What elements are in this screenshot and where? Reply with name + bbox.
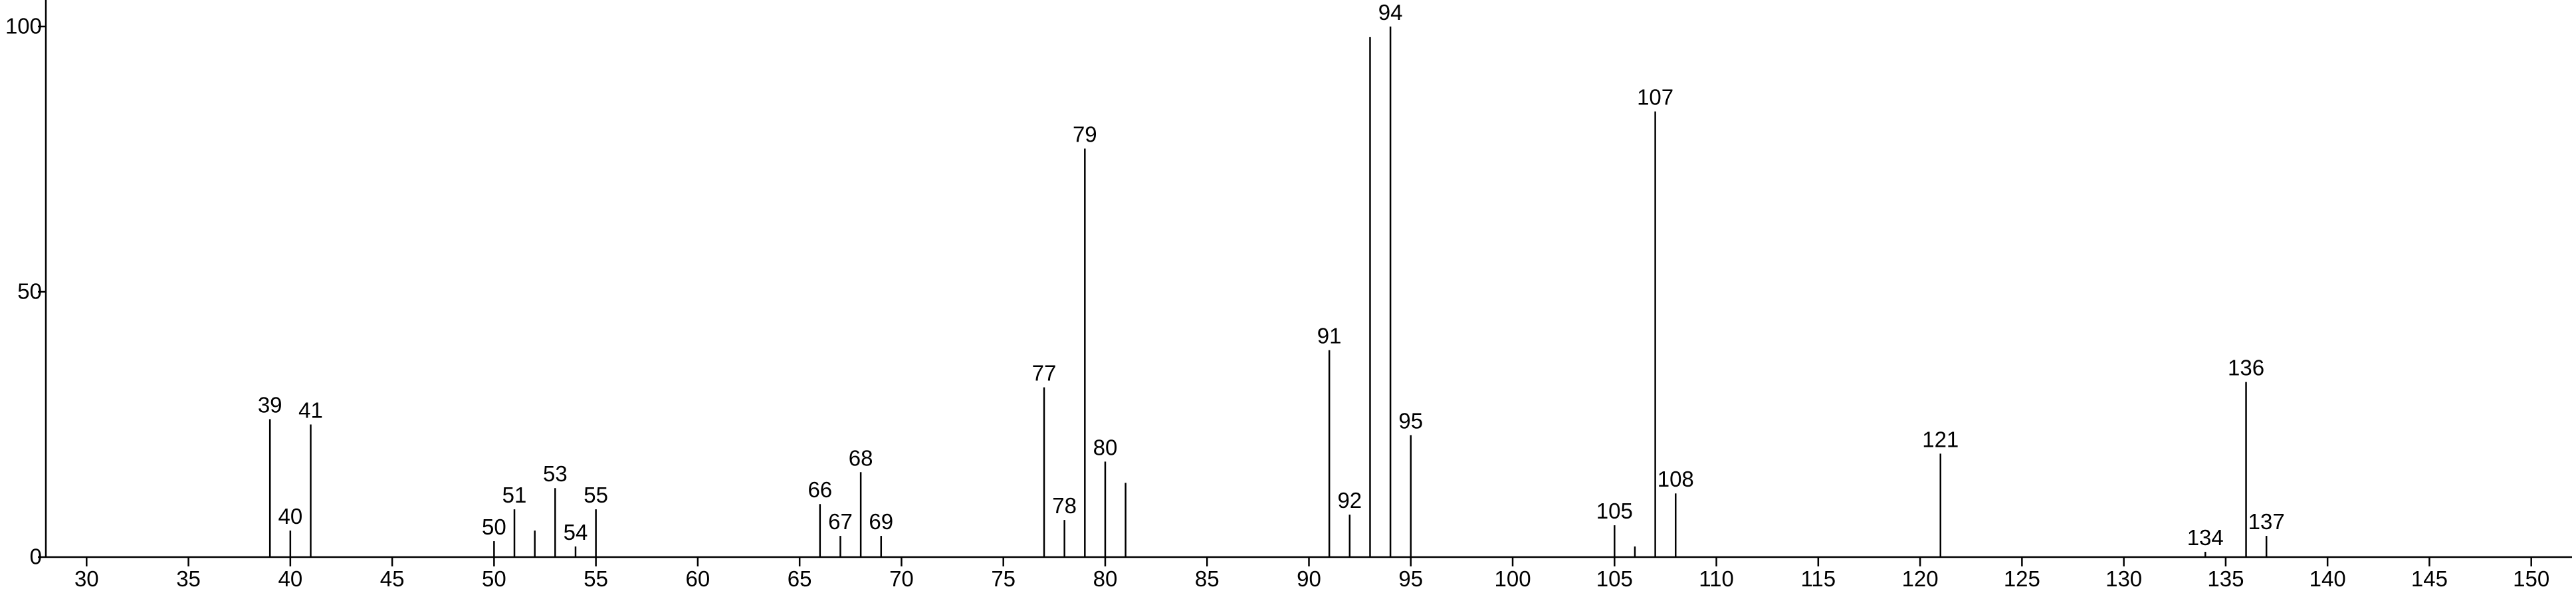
x-tick-label: 50 (482, 566, 506, 591)
x-tick-label: 80 (1093, 566, 1118, 591)
peak-label: 92 (1337, 488, 1362, 513)
peak-label: 69 (869, 509, 893, 534)
peak-label: 136 (2228, 356, 2264, 380)
x-tick-label: 95 (1398, 566, 1423, 591)
peak-label: 40 (278, 504, 302, 529)
x-tick-label: 140 (2309, 566, 2346, 591)
x-tick-label: 45 (380, 566, 405, 591)
peak-label: 39 (258, 392, 282, 417)
peak-label: 121 (1922, 427, 1959, 451)
peak-label: 137 (2248, 509, 2285, 534)
peak-label: 50 (482, 515, 506, 539)
x-tick-label: 145 (2411, 566, 2448, 591)
x-tick-label: 150 (2513, 566, 2549, 591)
peak-label: 79 (1073, 122, 1097, 146)
x-tick-label: 110 (1699, 566, 1734, 591)
peak-label: 77 (1032, 361, 1057, 386)
peak-label: 108 (1658, 467, 1694, 491)
x-tick-label: 100 (1495, 566, 1531, 591)
peak-label: 67 (828, 509, 853, 534)
peak-label: 53 (543, 461, 568, 486)
y-tick-label: 100 (5, 14, 42, 39)
x-tick-label: 35 (176, 566, 201, 591)
x-tick-label: 65 (788, 566, 812, 591)
x-tick-label: 75 (991, 566, 1016, 591)
x-tick-label: 135 (2207, 566, 2244, 591)
x-tick-label: 115 (1801, 566, 1836, 591)
x-tick-label: 55 (584, 566, 608, 591)
x-tick-label: 30 (74, 566, 99, 591)
peak-label: 80 (1093, 435, 1118, 459)
x-tick-label: 130 (2105, 566, 2142, 591)
peak-label: 66 (807, 477, 832, 502)
x-tick-label: 85 (1195, 566, 1220, 591)
peak-label: 54 (564, 520, 588, 544)
x-tick-label: 90 (1297, 566, 1321, 591)
x-tick-label: 70 (889, 566, 914, 591)
y-tick-label: 50 (17, 279, 42, 304)
peak-label: 51 (502, 483, 527, 507)
x-tick-label: 120 (1902, 566, 1939, 591)
y-tick-label: 0 (30, 544, 42, 569)
peak-label: 134 (2187, 525, 2224, 550)
peak-label: 55 (584, 483, 608, 507)
x-tick-label: 105 (1596, 566, 1633, 591)
peak-label: 107 (1637, 85, 1673, 110)
peak-label: 105 (1596, 499, 1633, 523)
x-tick-label: 60 (686, 566, 710, 591)
peak-label: 91 (1317, 324, 1342, 348)
peak-label: 78 (1052, 493, 1077, 518)
x-tick-label: 40 (278, 566, 302, 591)
peak-label: 41 (298, 398, 323, 422)
peak-label: 68 (849, 445, 873, 470)
peak-label: 95 (1398, 408, 1423, 433)
x-tick-label: 125 (2004, 566, 2040, 591)
peak-label: 94 (1378, 0, 1403, 25)
